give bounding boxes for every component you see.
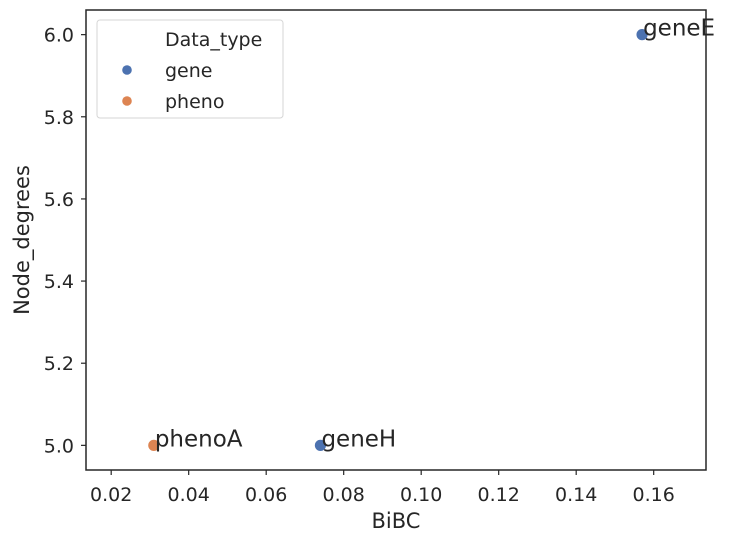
y-axis-ticks: 5.0 5.2 5.4 5.6 5.8 6.0 <box>44 25 86 457</box>
point-label-geneE: geneE <box>643 16 715 42</box>
y-tick-label: 5.6 <box>44 189 74 211</box>
legend-marker-pheno <box>122 96 132 106</box>
y-tick-label: 6.0 <box>44 25 74 47</box>
x-axis-label: BiBC <box>372 509 421 533</box>
chart-marks: phenoA geneH geneE <box>147 16 715 452</box>
data-point-geneH <box>314 438 327 452</box>
y-tick-label: 5.0 <box>44 435 74 457</box>
y-tick-label: 5.4 <box>44 271 74 293</box>
point-label-phenoA: phenoA <box>155 426 243 452</box>
x-tick-label: 0.04 <box>168 484 210 506</box>
plot-frame <box>85 9 707 471</box>
legend-title: Data_type <box>165 29 262 51</box>
x-tick-label: 0.02 <box>90 484 132 506</box>
legend-label-pheno: pheno <box>165 91 224 113</box>
legend-marker-gene <box>122 65 132 75</box>
legend-label-gene: gene <box>165 60 212 82</box>
x-tick-label: 0.06 <box>245 484 287 506</box>
x-tick-label: 0.16 <box>633 484 675 506</box>
y-axis-label: Node_degrees <box>10 165 35 315</box>
y-tick-label: 5.2 <box>44 353 74 375</box>
x-tick-label: 0.14 <box>555 484 597 506</box>
x-tick-label: 0.08 <box>323 484 365 506</box>
y-tick-label: 5.8 <box>44 107 74 129</box>
point-label-geneH: geneH <box>321 426 396 452</box>
x-axis-ticks: 0.02 0.04 0.06 0.08 0.10 0.12 0.14 0.16 <box>90 470 675 506</box>
legend-box <box>96 19 284 119</box>
data-point-phenoA <box>147 438 161 452</box>
x-tick-label: 0.10 <box>400 484 442 506</box>
x-tick-label: 0.12 <box>478 484 520 506</box>
data-point-geneE <box>635 28 649 42</box>
legend: Data_type gene pheno <box>96 19 284 119</box>
